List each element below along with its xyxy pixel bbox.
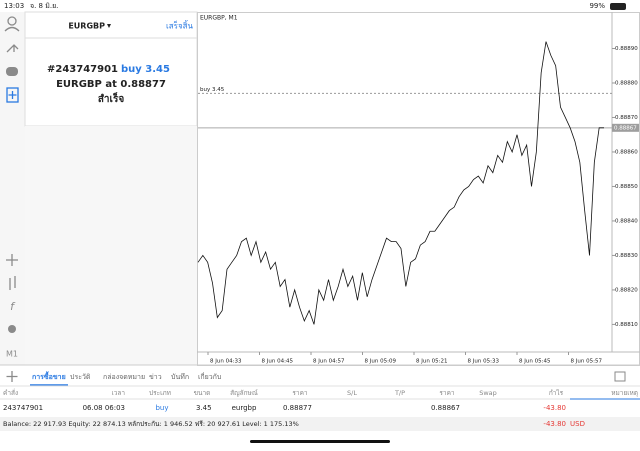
tab[interactable]: กล่องจดหมาย <box>103 373 145 381</box>
column-header: สัญลักษณ์ <box>230 389 258 397</box>
account-icon[interactable] <box>7 16 17 26</box>
tab[interactable]: การซื้อขาย <box>32 370 66 381</box>
y-tick-label: 0.88810 <box>615 322 638 328</box>
column-header: ราคา <box>292 389 307 397</box>
y-tick-label: 0.88860 <box>615 149 638 155</box>
column-header: คำสั่ง <box>3 388 18 397</box>
home-indicator <box>250 440 390 443</box>
dropdown-arrow[interactable] <box>107 24 111 28</box>
chart-content: 0.88890 0.88880 0.88870 0.88860 0.88850 0.888… <box>197 41 639 365</box>
chart-title: EURGBP, M1 <box>200 15 238 22</box>
column-header: T/P <box>394 389 405 397</box>
timeframe[interactable]: M1 <box>6 350 18 359</box>
x-tick-label: 8 Jun 05:57 <box>571 359 603 365</box>
sidebar-icons[interactable]: f M1 <box>4 16 20 382</box>
column-header: ขนาด <box>194 389 211 397</box>
layout-icon[interactable] <box>614 371 626 382</box>
bid-label: 0.88867 <box>614 125 637 131</box>
y-tick-label: 0.88830 <box>615 253 638 259</box>
panel-filler <box>25 126 197 365</box>
y-tick-label: 0.88890 <box>615 46 638 52</box>
y-tick-label: 0.88870 <box>615 115 638 121</box>
column-header: หมายเหตุ <box>611 389 638 397</box>
crosshair-icon[interactable] <box>6 254 18 266</box>
status-time: 13:03 <box>4 2 24 10</box>
new-order-icon[interactable] <box>6 87 19 103</box>
column-header: เวลา <box>111 389 125 397</box>
x-tick-label: 8 Jun 04:33 <box>210 359 242 365</box>
tab[interactable]: บันทึก <box>171 372 189 381</box>
cell-symbol: eurgbp <box>232 404 257 412</box>
panel-symbol[interactable]: EURGBP <box>68 22 105 31</box>
x-tick-label: 8 Jun 05:09 <box>365 359 397 365</box>
order-result: สำเร็จ <box>98 91 125 105</box>
currency: USD <box>570 420 585 428</box>
y-tick-label: 0.88840 <box>615 218 638 224</box>
total-profit: -43.80 <box>543 420 566 428</box>
y-tick-label: 0.88820 <box>615 287 638 293</box>
y-tick-label: 0.88880 <box>615 80 638 86</box>
status-date: จ. 8 มิ.ย. <box>30 2 58 10</box>
x-tick-label: 8 Jun 04:57 <box>313 359 345 365</box>
cell-time: 06.08 06:03 <box>83 404 125 412</box>
candle-icon[interactable] <box>9 276 16 290</box>
cell-profit: -43.80 <box>543 404 566 412</box>
order-panel <box>24 11 198 127</box>
x-tick-label: 8 Jun 05:21 <box>416 359 447 365</box>
cell-type: buy <box>155 404 168 412</box>
account-summary: Balance: 22 917.93 Equity: 22 874.13 หลั… <box>3 420 299 428</box>
column-header: กำไร <box>549 389 564 397</box>
footer <box>0 417 640 431</box>
bid-tag <box>612 123 639 132</box>
column-header: ราคา <box>439 389 454 397</box>
tab[interactable]: เกี่ยวกับ <box>198 372 221 381</box>
y-tick-label: 0.88850 <box>615 184 638 190</box>
x-tick-label: 8 Jun 04:45 <box>262 359 294 365</box>
order-action: buy 3.45 <box>121 64 170 75</box>
account-icon-body[interactable] <box>4 26 20 32</box>
column-header: S/L <box>347 389 357 397</box>
x-tick-label: 8 Jun 05:45 <box>519 359 551 365</box>
tabs[interactable]: การซื้อขาย ประวัติ กล่องจดหมาย ข่าว บันทึก เก… <box>30 370 221 386</box>
battery-icon <box>610 3 626 10</box>
add-icon[interactable] <box>6 371 18 382</box>
status-battery: 99% <box>589 2 605 10</box>
cell-order: 243747901 <box>3 404 43 412</box>
tab[interactable]: ประวัติ <box>70 373 91 381</box>
new-order-plus[interactable] <box>8 91 17 99</box>
function-icon[interactable]: f <box>10 300 16 313</box>
column-header: Swap <box>479 389 497 397</box>
done-button[interactable]: เสร็จสิ้น <box>166 20 193 31</box>
column-header: ประเภท <box>149 389 171 397</box>
positions-table: คำสั่ง เวลา ประเภท ขนาด สัญลักษณ์ ราคา S/L T/P ร… <box>0 388 640 412</box>
cell-price: 0.88877 <box>283 404 312 412</box>
price-line <box>197 41 604 325</box>
x-tick-label: 8 Jun 05:33 <box>468 359 500 365</box>
order-summary: EURGBP at 0.88877 <box>56 79 166 90</box>
order-ticket: #243747901 <box>47 64 118 75</box>
trade-icon[interactable] <box>6 44 19 53</box>
chat-icon[interactable] <box>6 67 18 76</box>
objects-icon[interactable] <box>8 325 16 333</box>
tab[interactable]: ข่าว <box>149 373 162 381</box>
chart-area <box>197 12 640 366</box>
cell-current-price: 0.88867 <box>431 404 460 412</box>
order-line-label: buy 3.45 <box>200 87 225 93</box>
cell-size: 3.45 <box>196 404 212 412</box>
